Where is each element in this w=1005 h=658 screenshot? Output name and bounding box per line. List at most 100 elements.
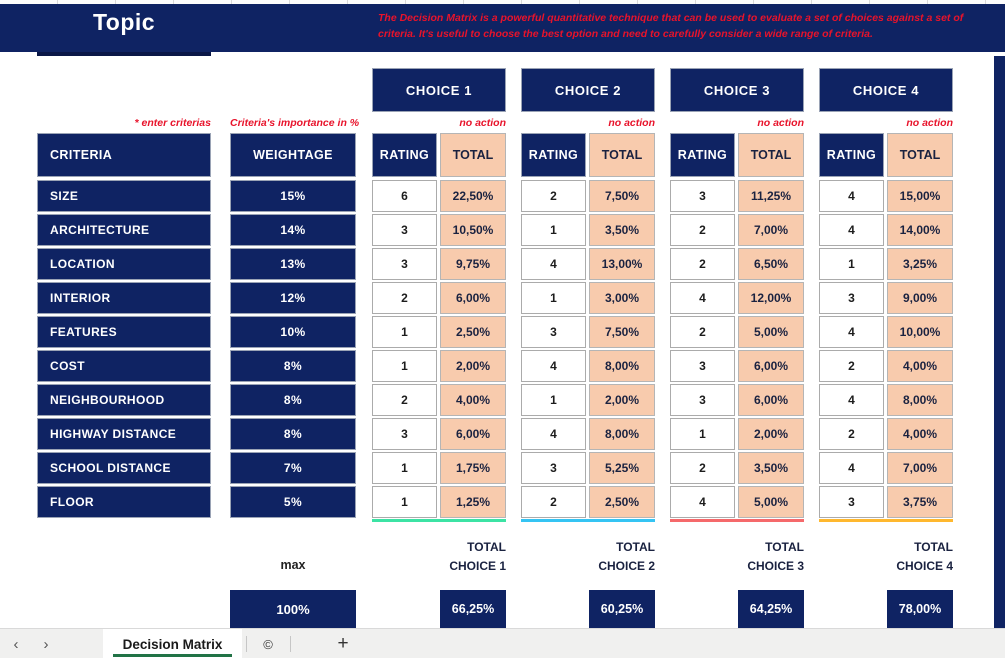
rating-cell[interactable]: 3	[372, 418, 437, 450]
choice-1-header[interactable]: CHOICE 1	[372, 68, 506, 112]
weightage-column-header[interactable]: WEIGHTAGE	[230, 133, 356, 177]
rating-cell[interactable]: 3	[670, 180, 735, 212]
weightage-cell[interactable]: 7%	[230, 452, 356, 484]
rating-cell[interactable]: 1	[372, 452, 437, 484]
total-cell[interactable]: 4,00%	[887, 418, 953, 450]
total-cell[interactable]: 4,00%	[440, 384, 506, 416]
total-cell[interactable]: 2,00%	[440, 350, 506, 382]
total-column-header[interactable]: TOTAL	[738, 133, 804, 177]
criteria-cell[interactable]: LOCATION	[37, 248, 211, 280]
total-choice-4-value[interactable]: 78,00%	[887, 590, 953, 628]
rating-cell[interactable]: 1	[521, 384, 586, 416]
total-cell[interactable]: 8,00%	[589, 418, 655, 450]
total-cell[interactable]: 4,00%	[887, 350, 953, 382]
sheet-nav-next-icon[interactable]: ›	[43, 635, 49, 653]
criteria-cell[interactable]: COST	[37, 350, 211, 382]
criteria-column-header[interactable]: CRITERIA	[37, 133, 211, 177]
rating-cell[interactable]: 4	[819, 180, 884, 212]
total-cell[interactable]: 3,50%	[738, 452, 804, 484]
total-cell[interactable]: 7,00%	[887, 452, 953, 484]
rating-cell[interactable]: 1	[521, 282, 586, 314]
total-cell[interactable]: 6,00%	[738, 350, 804, 382]
rating-column-header[interactable]: RATING	[670, 133, 735, 177]
total-cell[interactable]: 6,00%	[440, 282, 506, 314]
total-cell[interactable]: 3,00%	[589, 282, 655, 314]
rating-cell[interactable]: 2	[670, 316, 735, 348]
rating-cell[interactable]: 2	[372, 384, 437, 416]
rating-cell[interactable]: 1	[372, 350, 437, 382]
total-cell[interactable]: 10,50%	[440, 214, 506, 246]
total-cell[interactable]: 14,00%	[887, 214, 953, 246]
total-cell[interactable]: 2,00%	[589, 384, 655, 416]
total-column-header[interactable]: TOTAL	[440, 133, 506, 177]
total-cell[interactable]: 2,50%	[589, 486, 655, 518]
rating-cell[interactable]: 2	[670, 214, 735, 246]
weightage-cell[interactable]: 5%	[230, 486, 356, 518]
total-cell[interactable]: 10,00%	[887, 316, 953, 348]
rating-cell[interactable]: 4	[819, 316, 884, 348]
total-cell[interactable]: 13,00%	[589, 248, 655, 280]
total-cell[interactable]: 5,00%	[738, 316, 804, 348]
total-cell[interactable]: 3,50%	[589, 214, 655, 246]
weightage-cell[interactable]: 8%	[230, 418, 356, 450]
rating-cell[interactable]: 2	[670, 248, 735, 280]
weightage-cell[interactable]: 14%	[230, 214, 356, 246]
rating-cell[interactable]: 2	[670, 452, 735, 484]
total-column-header[interactable]: TOTAL	[887, 133, 953, 177]
rating-cell[interactable]: 4	[819, 452, 884, 484]
criteria-cell[interactable]: ARCHITECTURE	[37, 214, 211, 246]
rating-cell[interactable]: 3	[521, 316, 586, 348]
rating-cell[interactable]: 2	[819, 418, 884, 450]
rating-cell[interactable]: 3	[521, 452, 586, 484]
rating-cell[interactable]: 2	[521, 180, 586, 212]
total-cell[interactable]: 9,00%	[887, 282, 953, 314]
choice-4-header[interactable]: CHOICE 4	[819, 68, 953, 112]
weightage-cell[interactable]: 12%	[230, 282, 356, 314]
weightage-cell[interactable]: 15%	[230, 180, 356, 212]
weightage-cell[interactable]: 8%	[230, 350, 356, 382]
rating-cell[interactable]: 3	[372, 214, 437, 246]
total-cell[interactable]: 12,00%	[738, 282, 804, 314]
rating-cell[interactable]: 1	[670, 418, 735, 450]
total-cell[interactable]: 5,25%	[589, 452, 655, 484]
total-cell[interactable]: 7,50%	[589, 180, 655, 212]
total-cell[interactable]: 1,25%	[440, 486, 506, 518]
rating-column-header[interactable]: RATING	[372, 133, 437, 177]
sheet-nav-prev-icon[interactable]: ‹	[13, 635, 19, 653]
criteria-cell[interactable]: FLOOR	[37, 486, 211, 518]
total-cell[interactable]: 7,00%	[738, 214, 804, 246]
rating-cell[interactable]: 4	[819, 214, 884, 246]
total-cell[interactable]: 15,00%	[887, 180, 953, 212]
rating-cell[interactable]: 4	[670, 282, 735, 314]
sheet-tab-decision-matrix[interactable]: Decision Matrix	[103, 629, 242, 658]
total-cell[interactable]: 2,50%	[440, 316, 506, 348]
rating-cell[interactable]: 1	[372, 316, 437, 348]
total-cell[interactable]: 8,00%	[887, 384, 953, 416]
rating-cell[interactable]: 3	[670, 384, 735, 416]
rating-cell[interactable]: 2	[372, 282, 437, 314]
rating-cell[interactable]: 4	[670, 486, 735, 518]
rating-cell[interactable]: 6	[372, 180, 437, 212]
total-cell[interactable]: 9,75%	[440, 248, 506, 280]
criteria-cell[interactable]: HIGHWAY DISTANCE	[37, 418, 211, 450]
max-value-cell[interactable]: 100%	[230, 590, 356, 628]
total-cell[interactable]: 5,00%	[738, 486, 804, 518]
total-cell[interactable]: 8,00%	[589, 350, 655, 382]
total-choice-3-value[interactable]: 64,25%	[738, 590, 804, 628]
add-sheet-button[interactable]: +	[337, 633, 349, 654]
criteria-cell[interactable]: FEATURES	[37, 316, 211, 348]
total-choice-1-value[interactable]: 66,25%	[440, 590, 506, 628]
criteria-cell[interactable]: SCHOOL DISTANCE	[37, 452, 211, 484]
rating-column-header[interactable]: RATING	[819, 133, 884, 177]
rating-cell[interactable]: 1	[521, 214, 586, 246]
total-cell[interactable]: 6,00%	[440, 418, 506, 450]
rating-cell[interactable]: 4	[521, 418, 586, 450]
total-cell[interactable]: 6,50%	[738, 248, 804, 280]
total-cell[interactable]: 7,50%	[589, 316, 655, 348]
total-cell[interactable]: 2,00%	[738, 418, 804, 450]
weightage-cell[interactable]: 13%	[230, 248, 356, 280]
criteria-cell[interactable]: SIZE	[37, 180, 211, 212]
total-cell[interactable]: 1,75%	[440, 452, 506, 484]
criteria-cell[interactable]: INTERIOR	[37, 282, 211, 314]
rating-cell[interactable]: 3	[670, 350, 735, 382]
